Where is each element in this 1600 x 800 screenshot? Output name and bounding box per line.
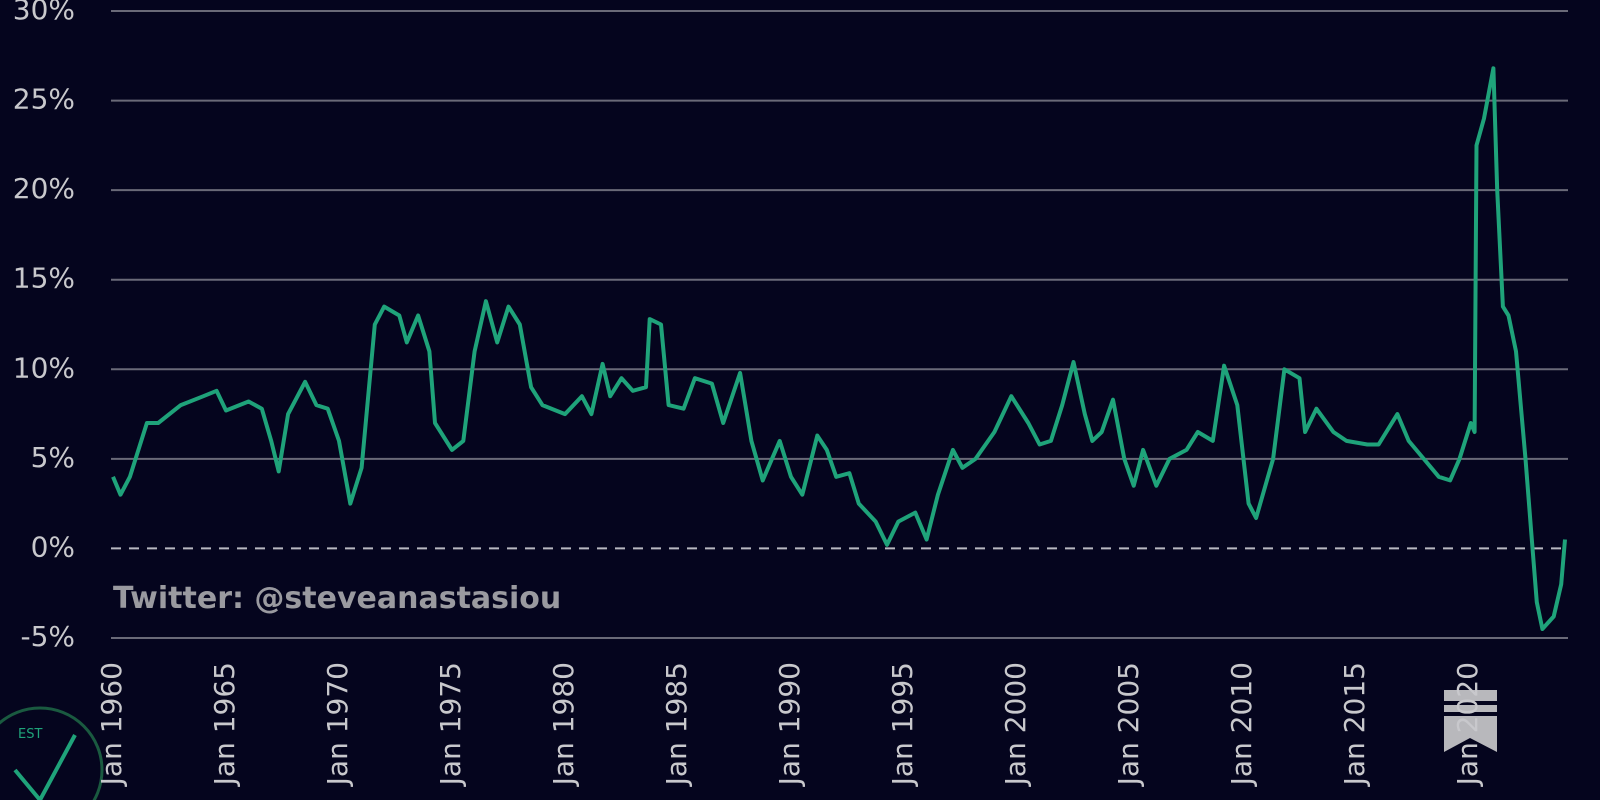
y-tick-label: 0% bbox=[31, 530, 75, 563]
x-tick-label: Jan 2020 bbox=[1451, 662, 1484, 787]
logo-ring bbox=[0, 706, 104, 800]
y-tick-label: -5% bbox=[20, 620, 75, 653]
x-tick-label: Jan 1980 bbox=[547, 662, 580, 787]
annotation: Twitter: @steveanastasiou bbox=[113, 581, 561, 616]
y-tick-label: 5% bbox=[31, 441, 75, 474]
x-tick-label: Jan 2005 bbox=[1112, 662, 1145, 787]
x-tick-label: Jan 1970 bbox=[321, 662, 354, 787]
logo-check bbox=[13, 734, 77, 800]
y-tick-label: 25% bbox=[13, 83, 75, 116]
x-tick-label: Jan 1960 bbox=[95, 662, 128, 787]
x-tick-label: Jan 1975 bbox=[434, 662, 467, 787]
x-tick-label: Jan 2000 bbox=[999, 662, 1032, 787]
x-tick-label: Jan 2010 bbox=[1225, 662, 1258, 787]
y-tick-label: 10% bbox=[13, 351, 75, 384]
bookmark-icon bbox=[1444, 690, 1497, 752]
x-tick-label: Jan 1995 bbox=[886, 662, 919, 787]
x-tick-label: Jan 2015 bbox=[1338, 662, 1371, 787]
data-line bbox=[111, 66, 1567, 631]
y-tick-label: 15% bbox=[13, 262, 75, 295]
grid bbox=[111, 10, 1568, 639]
y-tick-label: 20% bbox=[13, 172, 75, 205]
x-tick-label: Jan 1985 bbox=[660, 662, 693, 787]
x-tick-label: Jan 1990 bbox=[773, 662, 806, 787]
logo-text: EST bbox=[18, 727, 42, 742]
x-tick-label: Jan 1965 bbox=[208, 662, 241, 787]
logo: EST bbox=[0, 706, 104, 800]
corner-icon bbox=[1444, 690, 1497, 752]
y-tick-label: 30% bbox=[13, 0, 75, 26]
